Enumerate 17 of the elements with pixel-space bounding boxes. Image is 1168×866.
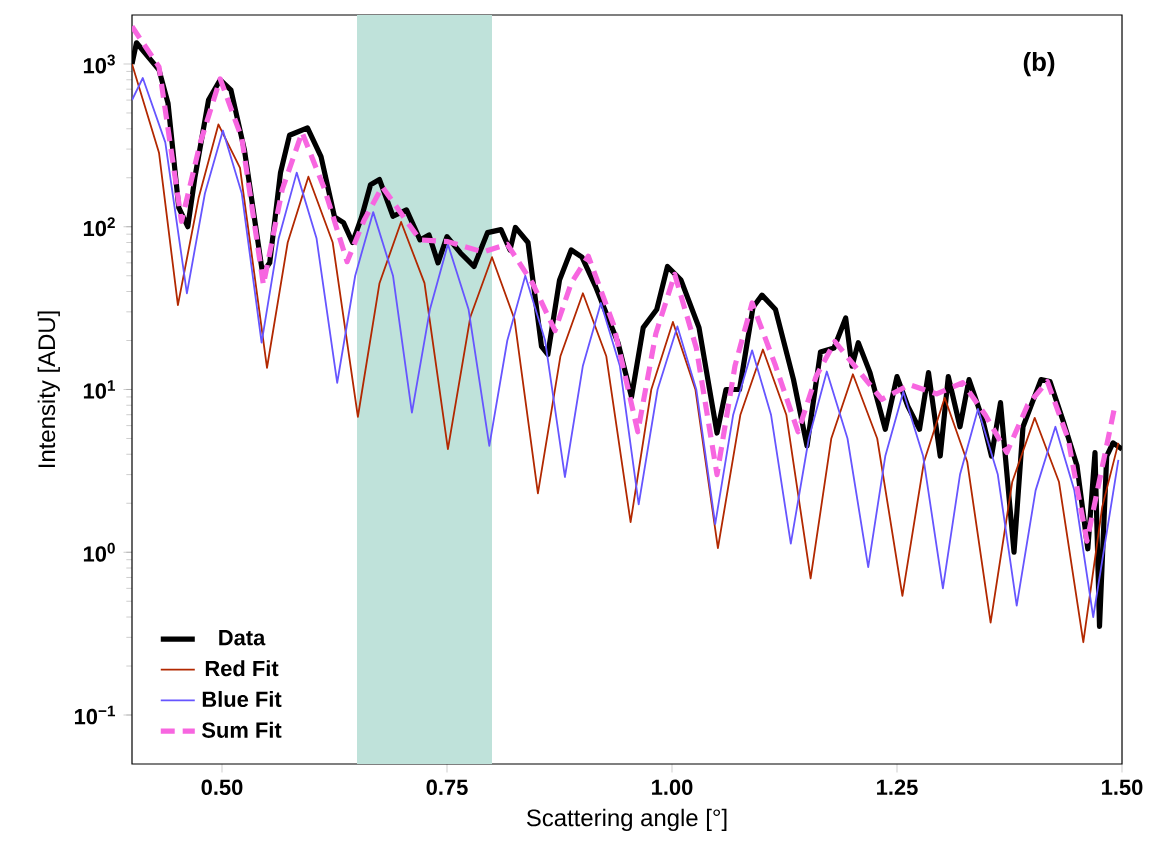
x-tick-label: 1.25 — [877, 779, 918, 796]
x-tick-label: 1.00 — [652, 779, 693, 796]
x-tick-label: 0.75 — [426, 779, 468, 796]
legend-label: Data — [219, 630, 266, 646]
y-tick-label: 10$^{−1}$ — [74, 705, 116, 725]
x-tick-label: 0.50 — [201, 779, 243, 796]
y-axis-title: Intensity [ADU] — [37, 311, 60, 468]
legend-label: Red Fit — [205, 660, 279, 677]
y-tick-label: 10$^{2}$ — [83, 217, 115, 237]
legend-label: Sum Fit — [201, 721, 282, 738]
y-tick-label: 10$^{1}$ — [83, 380, 116, 399]
annotation: (b) — [1023, 51, 1055, 77]
y-tick-label: 10$^{0}$ — [83, 542, 115, 562]
x-axis-title: Scattering angle [°] — [526, 808, 727, 832]
x-tick-label: 1.50 — [1102, 779, 1143, 796]
y-tick-label: 10$^{3}$ — [83, 54, 115, 74]
legend-label: Blue Fit — [202, 690, 282, 708]
